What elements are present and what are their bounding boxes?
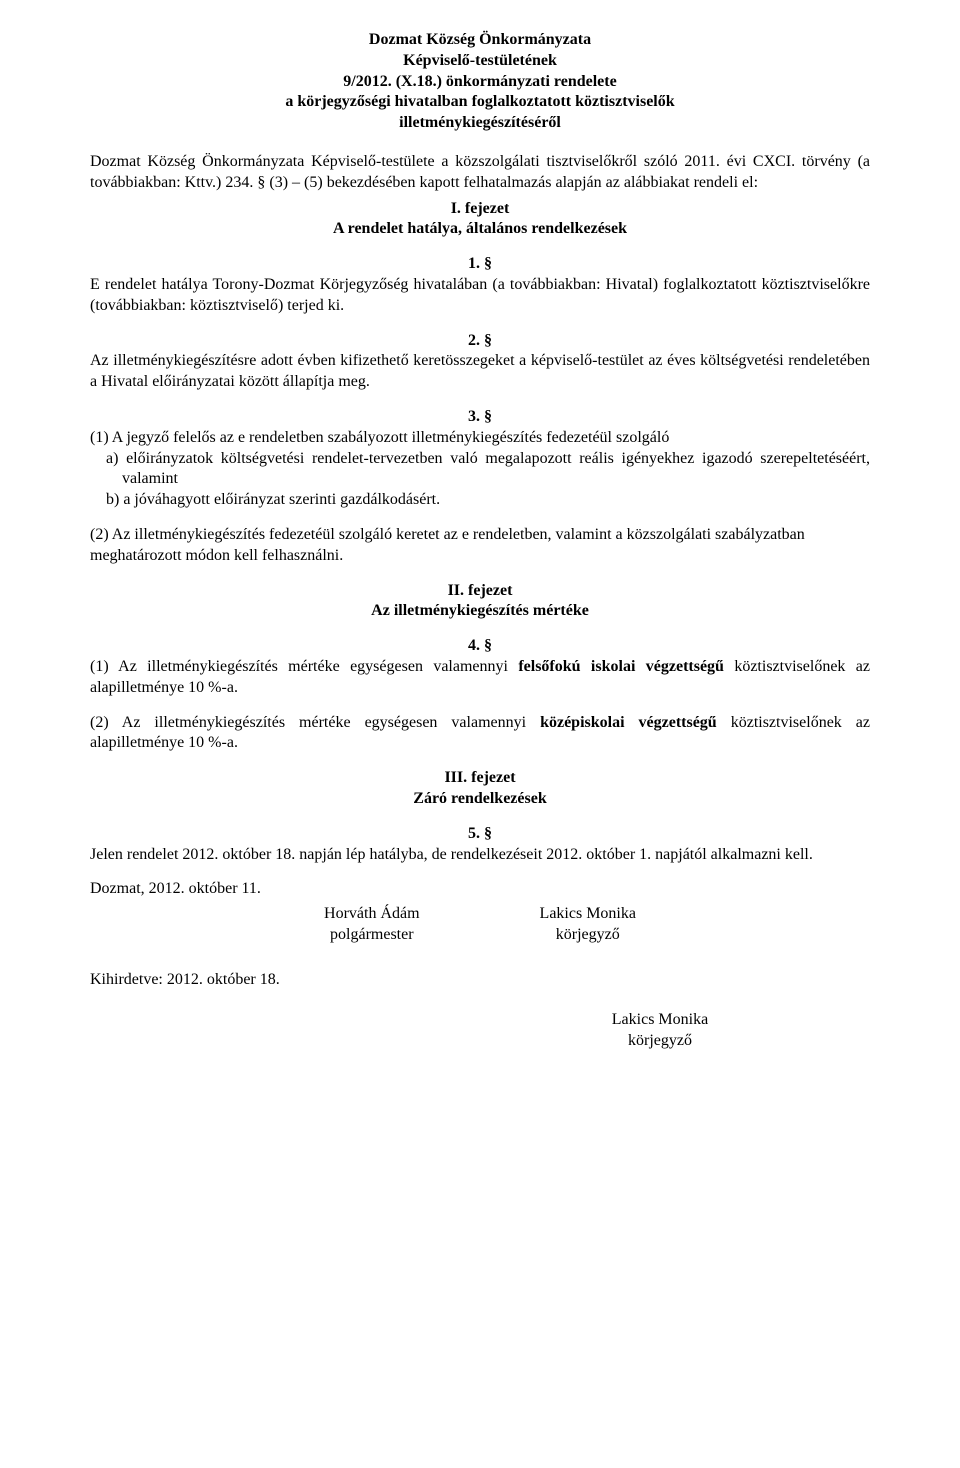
- section-3-item-b: b) a jóváhagyott előirányzat szerinti ga…: [90, 490, 870, 511]
- mayor-title: polgármester: [324, 925, 420, 946]
- title-line-5: illetménykiegészítéséről: [90, 113, 870, 134]
- section-5-text: Jelen rendelet 2012. október 18. napján …: [90, 845, 870, 866]
- signature-row: Horváth Ádám polgármester Lakics Monika …: [90, 904, 870, 946]
- signature-final: Lakics Monika körjegyző: [450, 1010, 870, 1052]
- section-4-number: 4. §: [90, 636, 870, 657]
- chapter-2-line-1: II. fejezet: [90, 581, 870, 602]
- title-line-3: 9/2012. (X.18.) önkormányzati rendelete: [90, 72, 870, 93]
- section-4-p2-bold: középiskolai végzettségű: [540, 714, 717, 731]
- section-4-p1: (1) Az illetménykiegészítés mértéke egys…: [90, 657, 870, 699]
- chapter-2-heading: II. fejezet Az illetménykiegészítés mért…: [90, 581, 870, 623]
- title-line-1: Dozmat Község Önkormányzata: [90, 30, 870, 51]
- section-1-number: 1. §: [90, 254, 870, 275]
- signature-mayor: Horváth Ádám polgármester: [324, 904, 420, 946]
- final-notary-name: Lakics Monika: [450, 1010, 870, 1031]
- section-4-p1-prefix: (1) Az illetménykiegészítés mértéke egys…: [90, 658, 518, 675]
- section-4-p1-bold: felsőfokú iskolai végzettségű: [518, 658, 724, 675]
- chapter-1-line-1: I. fejezet: [90, 199, 870, 220]
- notary-name: Lakics Monika: [540, 904, 636, 925]
- signature-notary: Lakics Monika körjegyző: [540, 904, 636, 946]
- chapter-3-line-1: III. fejezet: [90, 768, 870, 789]
- section-3-number: 3. §: [90, 407, 870, 428]
- section-1-text: E rendelet hatálya Torony-Dozmat Körjegy…: [90, 275, 870, 317]
- section-2-number: 2. §: [90, 331, 870, 352]
- chapter-1-heading: I. fejezet A rendelet hatálya, általános…: [90, 199, 870, 241]
- chapter-3-heading: III. fejezet Záró rendelkezések: [90, 768, 870, 810]
- notary-title: körjegyző: [540, 925, 636, 946]
- section-4-p2-prefix: (2) Az illetménykiegészítés mértéke egys…: [90, 714, 540, 731]
- final-notary-title: körjegyző: [450, 1031, 870, 1052]
- published-date: Kihirdetve: 2012. október 18.: [90, 970, 870, 991]
- section-3-item-a: a) előirányzatok költségvetési rendelet-…: [90, 449, 870, 491]
- chapter-3-line-2: Záró rendelkezések: [90, 789, 870, 810]
- preamble-text: Dozmat Község Önkormányzata Képviselő-te…: [90, 152, 870, 194]
- chapter-1-line-2: A rendelet hatálya, általános rendelkezé…: [90, 219, 870, 240]
- section-4-p2: (2) Az illetménykiegészítés mértéke egys…: [90, 713, 870, 755]
- chapter-2-line-2: Az illetménykiegészítés mértéke: [90, 601, 870, 622]
- section-5-number: 5. §: [90, 824, 870, 845]
- section-3-p2: (2) Az illetménykiegészítés fedezetéül s…: [90, 525, 870, 567]
- document-title: Dozmat Község Önkormányzata Képviselő-te…: [90, 30, 870, 134]
- section-2-text: Az illetménykiegészítésre adott évben ki…: [90, 351, 870, 393]
- title-line-2: Képviselő-testületének: [90, 51, 870, 72]
- section-3-p1: (1) A jegyző felelős az e rendeletben sz…: [90, 428, 870, 449]
- date-place: Dozmat, 2012. október 11.: [90, 879, 870, 900]
- title-line-4: a körjegyzőségi hivatalban foglalkoztato…: [90, 92, 870, 113]
- mayor-name: Horváth Ádám: [324, 904, 420, 925]
